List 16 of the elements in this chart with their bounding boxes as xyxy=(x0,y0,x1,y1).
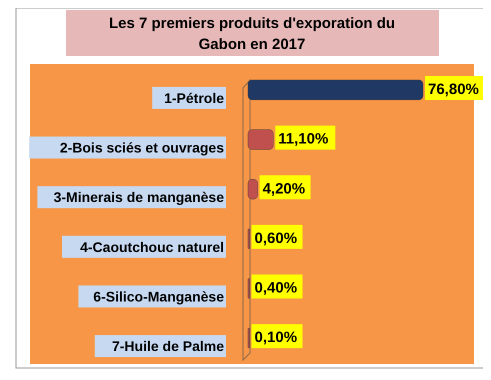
chart-title: Les 7 premiers produits d'exporation du Gabon en 2017 xyxy=(108,15,396,53)
data-label: 0,60% xyxy=(254,230,298,247)
data-label: 0,10% xyxy=(254,329,298,346)
bar xyxy=(248,179,258,200)
bar xyxy=(248,129,274,150)
data-label: 11,10% xyxy=(278,130,328,148)
data-label: 76,80% xyxy=(428,81,479,98)
bar xyxy=(248,80,424,100)
y-tick-label: 4-Caoutchouc naturel xyxy=(80,238,224,255)
y-tick-label: 1-Pétrole xyxy=(164,90,224,106)
y-tick-label: 6-Silico-Manganèse xyxy=(93,288,224,304)
y-tick-label: 7-Huile de Palme xyxy=(112,338,224,354)
y-tick-label: 3-Minerais de manganèse xyxy=(54,189,224,206)
data-label: 4,20% xyxy=(262,180,306,198)
y-tick-label: 2-Bois sciés et ouvrages xyxy=(60,140,224,156)
data-label: 0,40% xyxy=(254,280,298,297)
